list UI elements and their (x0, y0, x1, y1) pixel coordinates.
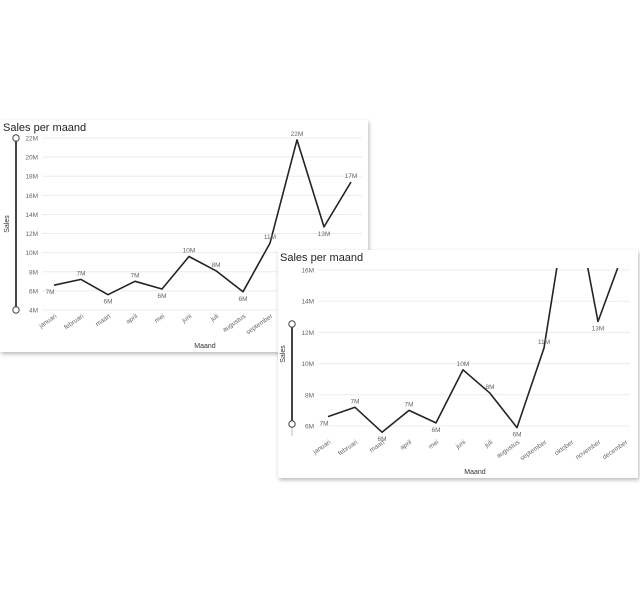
chart-card-zoomed: Sales per maand 6M 8M 10M 12M 14M 16M Sales 7M 7… (278, 250, 638, 478)
data-label: 11M (264, 234, 276, 241)
x-tick-label: juni (454, 439, 467, 451)
y-axis-title: Sales (4, 215, 11, 233)
data-label: 7M (130, 272, 139, 279)
data-label: 6M (377, 436, 386, 443)
y-tick-label: 4M (29, 308, 38, 315)
y-axis-title: Sales (280, 345, 287, 363)
x-tick-label: januari (37, 313, 58, 331)
x-tick-label: december (601, 438, 629, 461)
data-label: 6M (512, 432, 521, 439)
y-tick-label: 16M (301, 268, 314, 275)
data-label: 10M (183, 247, 196, 254)
x-axis-title: Maand (464, 469, 486, 476)
x-tick-label: juli (209, 313, 220, 324)
y-tick-label: 12M (25, 231, 38, 238)
x-tick-label: oktober (553, 438, 575, 457)
x-tick-label: januari (311, 439, 332, 457)
chart-card-full-range: Sales per maand 4M 6M 8M 10M 12M 14M 16M 18M 20M… (0, 120, 368, 352)
y-tick-label: 8M (305, 392, 314, 399)
data-label: 17M (345, 173, 358, 180)
data-label: 10M (457, 361, 470, 368)
y-tick-label: 12M (301, 330, 314, 337)
y-tick-label: 10M (301, 361, 314, 368)
data-label: 8M (485, 384, 494, 391)
x-tick-label: april (125, 313, 140, 326)
x-tick-label: maart (369, 439, 387, 454)
data-label: 6M (431, 427, 440, 434)
y-tick-label: 6M (29, 288, 38, 295)
zoom-slider-handle-top (288, 320, 296, 328)
zoom-slider-handle-bottom (288, 420, 296, 428)
line-chart-zoomed: 6M 8M 10M 12M 14M 16M Sales 7M 7M 6M 7M 6M 10M 8M 6M 11… (280, 268, 630, 476)
y-tick-label: 10M (25, 250, 38, 257)
chart-title: Sales per maand (280, 252, 364, 264)
x-tick-label: mei (154, 313, 167, 325)
data-label: 7M (319, 421, 328, 428)
x-tick-label: maart (95, 313, 113, 328)
zoom-slider-handle-bottom (12, 306, 20, 314)
x-tick-label: september (519, 438, 549, 462)
x-axis-title: Maand (194, 343, 216, 350)
y-tick-label: 20M (25, 155, 38, 162)
data-label: 6M (103, 299, 112, 306)
data-label: 11M (538, 339, 550, 346)
y-tick-label: 8M (29, 269, 38, 276)
y-tick-label: 14M (301, 299, 314, 306)
series-line (53, 139, 352, 296)
data-label: 13M (592, 325, 605, 332)
x-tick-label: november (574, 438, 602, 461)
x-tick-label: juni (180, 313, 193, 325)
y-tick-label: 22M (25, 136, 38, 143)
data-label: 22M (291, 131, 304, 138)
x-tick-label: februari (63, 313, 85, 331)
x-tick-label: februari (337, 439, 359, 457)
data-label: 6M (238, 296, 247, 303)
y-tick-label: 18M (25, 174, 38, 181)
zoom-slider-handle-top (12, 134, 20, 142)
x-tick-label: juli (483, 439, 494, 450)
x-tick-label: mei (428, 439, 441, 451)
y-tick-label: 16M (25, 193, 38, 200)
data-label: 7M (350, 398, 359, 405)
chart-title: Sales per maand (3, 122, 87, 134)
data-label: 6M (157, 293, 166, 300)
data-label: 7M (76, 270, 85, 277)
x-tick-label: september (245, 312, 275, 336)
y-tick-label: 14M (25, 212, 38, 219)
data-label: 7M (45, 289, 54, 296)
data-label: 7M (404, 401, 413, 408)
series-line (327, 268, 619, 433)
data-label: 13M (318, 231, 331, 238)
data-label: 8M (211, 262, 220, 269)
x-tick-label: april (399, 439, 414, 452)
y-tick-label: 6M (305, 424, 314, 431)
